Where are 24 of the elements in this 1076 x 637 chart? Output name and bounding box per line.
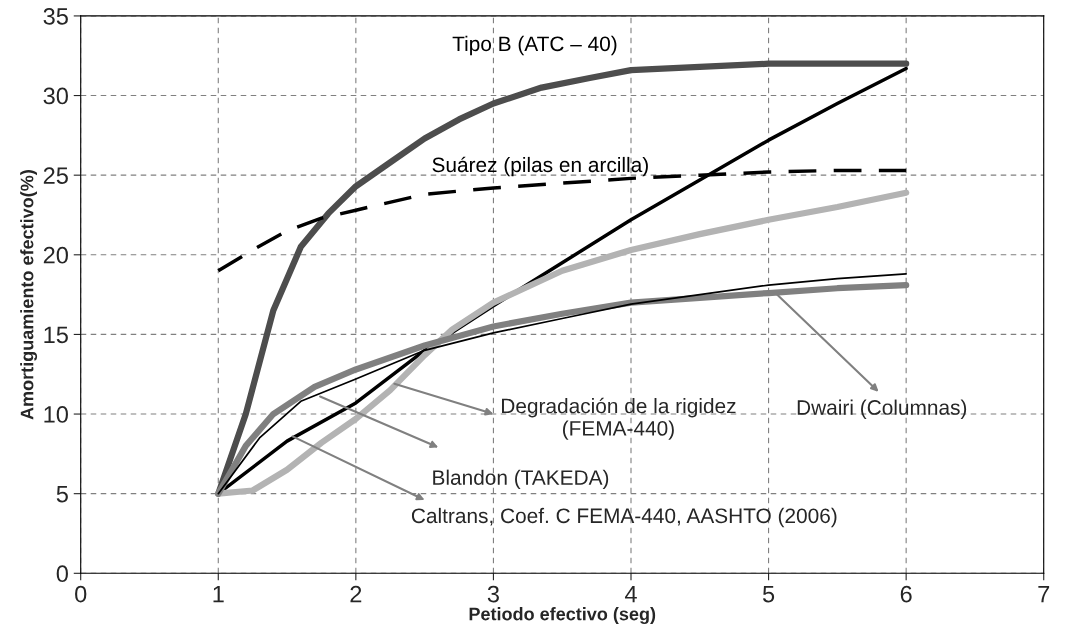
- y-tick-label: 5: [56, 485, 68, 503]
- annotation: Dwairi (Columnas): [797, 399, 967, 419]
- y-tick-label: 20: [43, 246, 68, 264]
- x-tick-label: 0: [75, 585, 87, 603]
- y-tick-label: 35: [43, 7, 68, 25]
- x-axis-title: Petiodo efectivo (seg): [469, 607, 656, 625]
- x-tick-label: 5: [762, 585, 775, 603]
- annotation: Blandon (TAKEDA): [433, 469, 609, 490]
- y-tick-label: 10: [44, 406, 68, 423]
- series-label: Suárez (pilas en arcilla): [432, 156, 648, 177]
- series-label: Tipo B (ATC – 40): [452, 35, 617, 56]
- x-tick-label: 6: [900, 585, 912, 603]
- x-tick-label: 7: [1038, 585, 1050, 603]
- annotation: Degradación de la rigidez (FEMA-440): [502, 397, 736, 440]
- x-tick-label: 1: [213, 585, 224, 603]
- x-tick-label: 3: [487, 585, 499, 603]
- y-tick-label: 25: [43, 167, 68, 184]
- x-tick-label: 4: [624, 585, 637, 603]
- y-axis-title: Amortiguamiento efectivo(%): [20, 170, 38, 420]
- y-tick-label: 15: [44, 326, 68, 344]
- x-tick-label: 2: [350, 585, 362, 603]
- annotation: Caltrans, Coef. C FEMA-440, AASHTO (2006): [411, 507, 837, 528]
- y-tick-label: 0: [56, 565, 68, 583]
- y-tick-label: 30: [43, 87, 68, 105]
